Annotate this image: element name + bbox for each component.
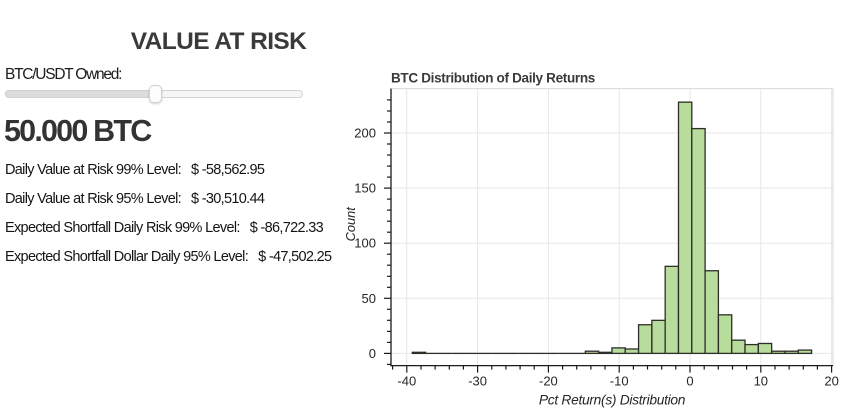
svg-text:20: 20 xyxy=(824,374,838,389)
svg-text:10: 10 xyxy=(754,374,768,389)
svg-text:100: 100 xyxy=(354,236,376,251)
svg-text:-20: -20 xyxy=(539,374,558,389)
svg-text:Count: Count xyxy=(343,207,358,242)
svg-text:-40: -40 xyxy=(397,374,416,389)
svg-text:BTC Distribution of Daily Retu: BTC Distribution of Daily Returns xyxy=(391,71,595,86)
svg-text:0: 0 xyxy=(369,346,376,361)
svg-text:-30: -30 xyxy=(468,374,487,389)
svg-text:200: 200 xyxy=(354,126,376,141)
svg-text:50: 50 xyxy=(362,291,376,306)
svg-text:-10: -10 xyxy=(610,374,629,389)
svg-text:0: 0 xyxy=(686,374,693,389)
svg-text:150: 150 xyxy=(354,181,376,196)
svg-text:Pct Return(s) Distribution: Pct Return(s) Distribution xyxy=(539,393,686,408)
